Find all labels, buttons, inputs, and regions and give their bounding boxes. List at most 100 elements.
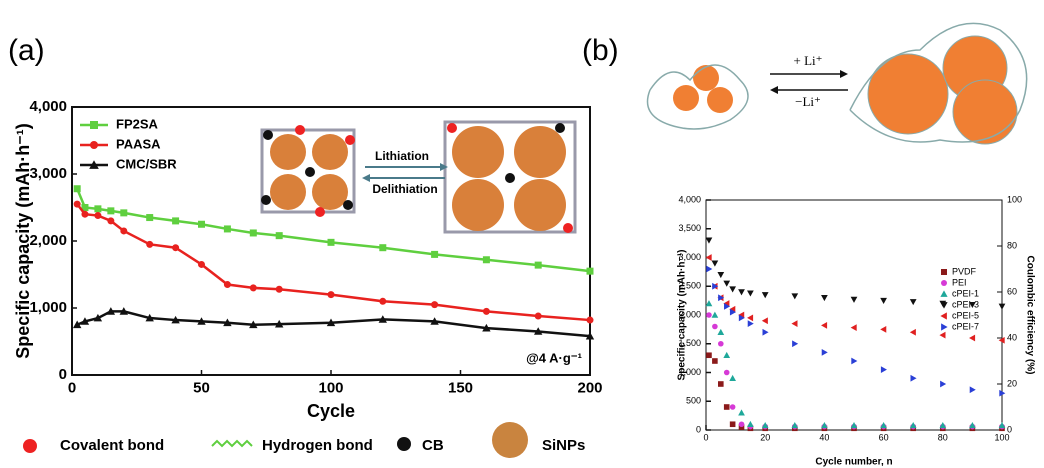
- marker: [747, 421, 754, 427]
- marker: [718, 341, 724, 347]
- marker: [483, 308, 490, 315]
- marker: [910, 299, 917, 305]
- marker: [747, 290, 754, 296]
- y-tick-label: 3,500: [678, 223, 701, 233]
- marker: [706, 266, 712, 273]
- x-tick-label: 150: [448, 379, 473, 396]
- marker: [723, 281, 730, 287]
- marker: [791, 293, 798, 299]
- marker: [74, 201, 81, 208]
- marker: [999, 304, 1006, 310]
- marker: [739, 421, 745, 427]
- x-tick-label: 60: [879, 432, 889, 442]
- marker: [94, 205, 101, 212]
- marker: [738, 409, 745, 415]
- marker: [172, 217, 179, 224]
- marker: [483, 256, 490, 263]
- y-tick-label: 0: [59, 366, 67, 383]
- legend-label: CMC/SBR: [116, 156, 177, 171]
- marker: [821, 322, 827, 329]
- marker: [881, 366, 887, 373]
- marker: [146, 214, 153, 221]
- key-label: CB: [422, 437, 444, 454]
- y-tick-label: 4,000: [678, 194, 701, 204]
- marker: [250, 229, 257, 236]
- figure: (a) (b) Lithiation Delithiation + Li⁺ −L…: [0, 0, 1044, 468]
- schematic-a: Lithiation Delithiation: [261, 122, 575, 233]
- x-tick-label: 80: [938, 432, 948, 442]
- marker: [748, 320, 754, 327]
- marker: [120, 227, 127, 234]
- marker: [172, 244, 179, 251]
- marker: [328, 239, 335, 246]
- marker: [328, 291, 335, 298]
- y2-tick-label: 0: [1007, 424, 1012, 434]
- marker: [94, 212, 101, 219]
- marker: [729, 375, 736, 381]
- y2-tick-label: 80: [1007, 240, 1017, 250]
- legend-label: PVDF: [952, 266, 977, 276]
- x-tick-label: 50: [193, 379, 210, 396]
- marker: [970, 386, 976, 393]
- x-tick-label: 40: [819, 432, 829, 442]
- schematic-b: + Li⁺ −Li⁺: [648, 23, 1027, 144]
- x-tick-label: 200: [577, 379, 602, 396]
- marker: [717, 272, 724, 278]
- schematic-label: Lithiation: [375, 149, 429, 163]
- marker: [941, 280, 947, 286]
- marker: [738, 289, 745, 295]
- marker: [198, 221, 205, 228]
- y-tick-label: 0: [696, 424, 701, 434]
- y-axis-label: Specific capacity (mAh·h⁻¹): [677, 250, 688, 381]
- marker: [706, 254, 712, 261]
- marker: [224, 281, 231, 288]
- y-tick-label: 2,000: [29, 232, 67, 249]
- marker: [535, 313, 542, 320]
- marker: [535, 262, 542, 269]
- marker: [90, 141, 98, 149]
- marker: [706, 352, 712, 358]
- marker: [791, 320, 797, 327]
- panel-label: (b): [582, 34, 619, 67]
- marker: [941, 269, 947, 275]
- x-tick-label: 20: [760, 432, 770, 442]
- marker: [712, 358, 718, 364]
- marker: [198, 261, 205, 268]
- marker: [822, 349, 828, 356]
- marker: [940, 312, 946, 319]
- marker: [730, 421, 736, 427]
- y2-tick-label: 100: [1007, 194, 1022, 204]
- marker: [712, 324, 718, 330]
- marker: [940, 290, 947, 296]
- marker: [880, 298, 887, 304]
- marker: [940, 381, 946, 388]
- marker: [941, 323, 947, 330]
- marker: [762, 317, 768, 324]
- y2-tick-label: 40: [1007, 332, 1017, 342]
- marker: [724, 404, 730, 410]
- marker: [706, 300, 713, 306]
- schematic-label: + Li⁺: [794, 53, 823, 68]
- x-axis-label: Cycle number, n: [815, 457, 892, 468]
- marker: [90, 121, 98, 129]
- marker: [81, 211, 88, 218]
- legend-label: FP2SA: [116, 116, 159, 131]
- marker: [939, 332, 945, 339]
- panel-label: (a): [8, 34, 45, 67]
- marker: [792, 340, 798, 347]
- y-tick-label: 3,000: [29, 165, 67, 182]
- marker: [120, 209, 127, 216]
- legend-label: PEI: [952, 277, 967, 287]
- marker: [747, 315, 753, 322]
- marker: [587, 317, 594, 324]
- marker: [379, 244, 386, 251]
- marker: [712, 312, 719, 318]
- legend-label: cPEI-1: [952, 288, 979, 298]
- marker: [723, 352, 730, 358]
- marker: [763, 329, 769, 336]
- x-tick-label: 0: [68, 379, 76, 396]
- marker: [431, 301, 438, 308]
- marker: [146, 241, 153, 248]
- marker: [851, 297, 858, 303]
- legend-label: cPEI-7: [952, 321, 979, 331]
